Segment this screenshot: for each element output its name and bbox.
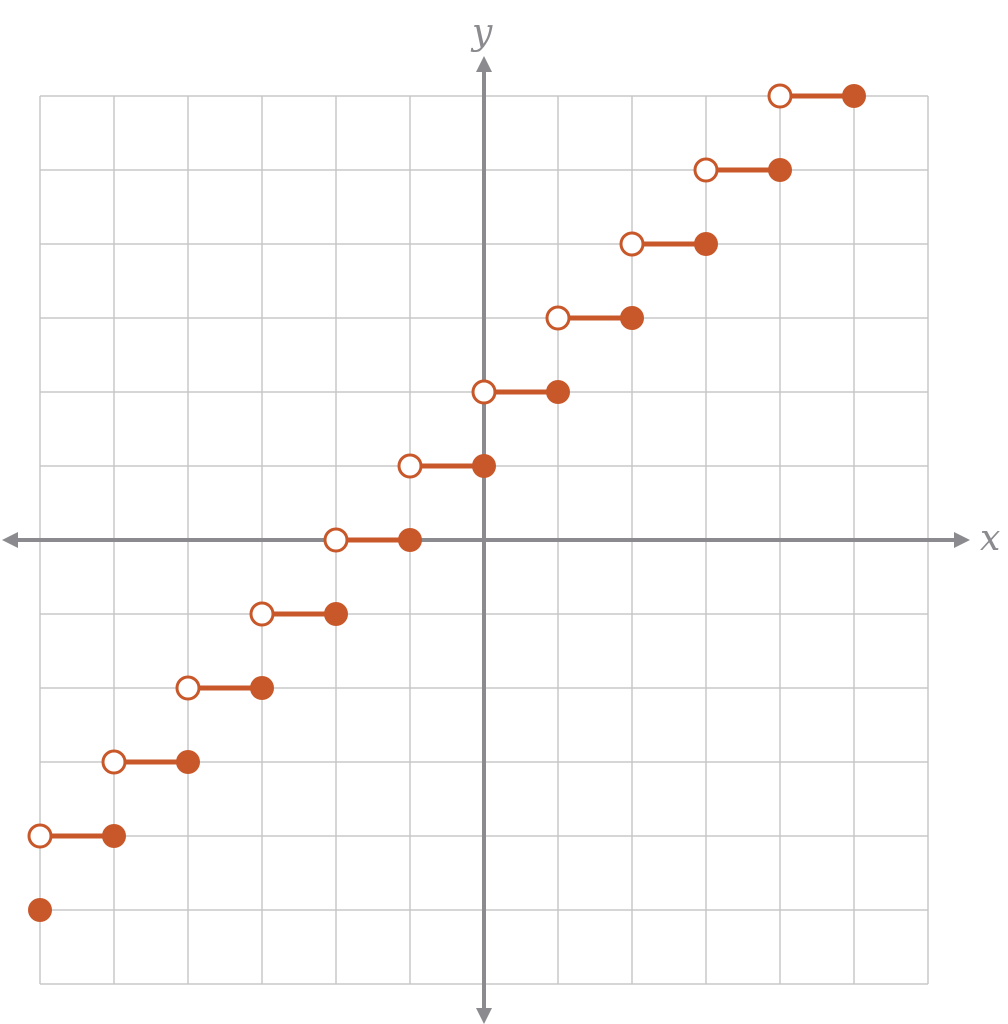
closed-endpoint [398, 528, 422, 552]
open-endpoint [397, 453, 423, 479]
closed-endpoint [324, 602, 348, 626]
open-endpoint [767, 83, 793, 109]
open-endpoint [619, 231, 645, 257]
open-endpoint [101, 749, 127, 775]
closed-endpoint [472, 454, 496, 478]
x-axis-arrow-left [2, 532, 18, 548]
step-series [27, 83, 866, 922]
closed-endpoint [620, 306, 644, 330]
open-endpoint [249, 601, 275, 627]
axes [2, 56, 970, 1024]
y-axis-arrow-down [476, 1008, 492, 1024]
closed-endpoint [842, 84, 866, 108]
open-endpoint [471, 379, 497, 405]
closed-endpoint [102, 824, 126, 848]
y-axis-label: y [470, 12, 493, 53]
x-axis-label: x [980, 518, 1000, 559]
y-axis-arrow-up [476, 56, 492, 72]
closed-endpoint [546, 380, 570, 404]
open-endpoint [545, 305, 571, 331]
closed-endpoint [250, 676, 274, 700]
open-endpoint [175, 675, 201, 701]
open-endpoint [27, 823, 53, 849]
closed-endpoint [694, 232, 718, 256]
x-axis-arrow-right [954, 532, 970, 548]
closed-point [28, 898, 52, 922]
open-endpoint [323, 527, 349, 553]
closed-endpoint [768, 158, 792, 182]
open-endpoint [693, 157, 719, 183]
closed-endpoint [176, 750, 200, 774]
